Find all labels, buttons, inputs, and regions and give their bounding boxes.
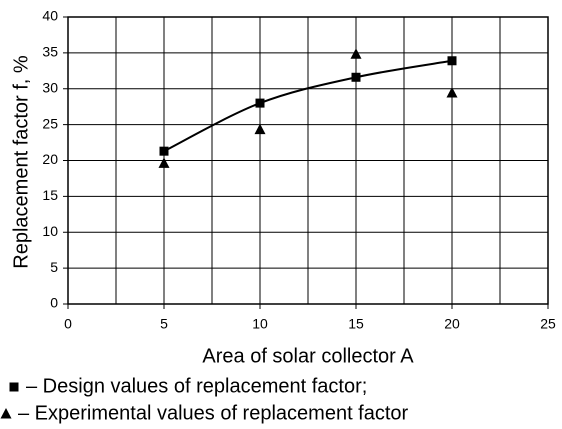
legend-marker bbox=[0, 408, 12, 419]
data-point bbox=[254, 123, 266, 135]
y-tick-label: 25 bbox=[42, 115, 58, 131]
data-point bbox=[351, 72, 361, 82]
x-tick-label: 5 bbox=[160, 316, 168, 332]
data-point bbox=[158, 157, 170, 168]
data-point bbox=[446, 87, 458, 98]
y-tick-label: 40 bbox=[42, 8, 58, 24]
y-tick-label: 15 bbox=[42, 187, 58, 203]
y-axis-label: Replacement factor f, % bbox=[10, 55, 32, 269]
y-tick-label: 20 bbox=[42, 151, 58, 167]
legend-marker bbox=[9, 382, 19, 392]
y-tick-label: 0 bbox=[50, 295, 58, 311]
y-tick-label: 10 bbox=[42, 223, 58, 239]
data-point bbox=[255, 98, 265, 108]
y-tick-label: 30 bbox=[42, 79, 58, 95]
legend-label: – Experimental values of replacement fac… bbox=[18, 402, 409, 424]
y-tick-label: 35 bbox=[42, 44, 58, 60]
data-point bbox=[350, 48, 362, 59]
y-tick-label: 5 bbox=[50, 259, 58, 275]
x-tick-label: 25 bbox=[540, 316, 556, 332]
data-point bbox=[159, 146, 169, 156]
x-tick-label: 15 bbox=[348, 316, 364, 332]
x-tick-label: 0 bbox=[64, 316, 72, 332]
x-tick-label: 20 bbox=[444, 316, 460, 332]
data-point bbox=[447, 56, 457, 66]
x-axis-label: Area of solar collector A bbox=[202, 345, 414, 367]
x-tick-label: 10 bbox=[252, 316, 268, 332]
legend-label: – Design values of replacement factor; bbox=[26, 375, 367, 397]
series-line bbox=[163, 59, 453, 153]
plot-border bbox=[67, 16, 549, 305]
